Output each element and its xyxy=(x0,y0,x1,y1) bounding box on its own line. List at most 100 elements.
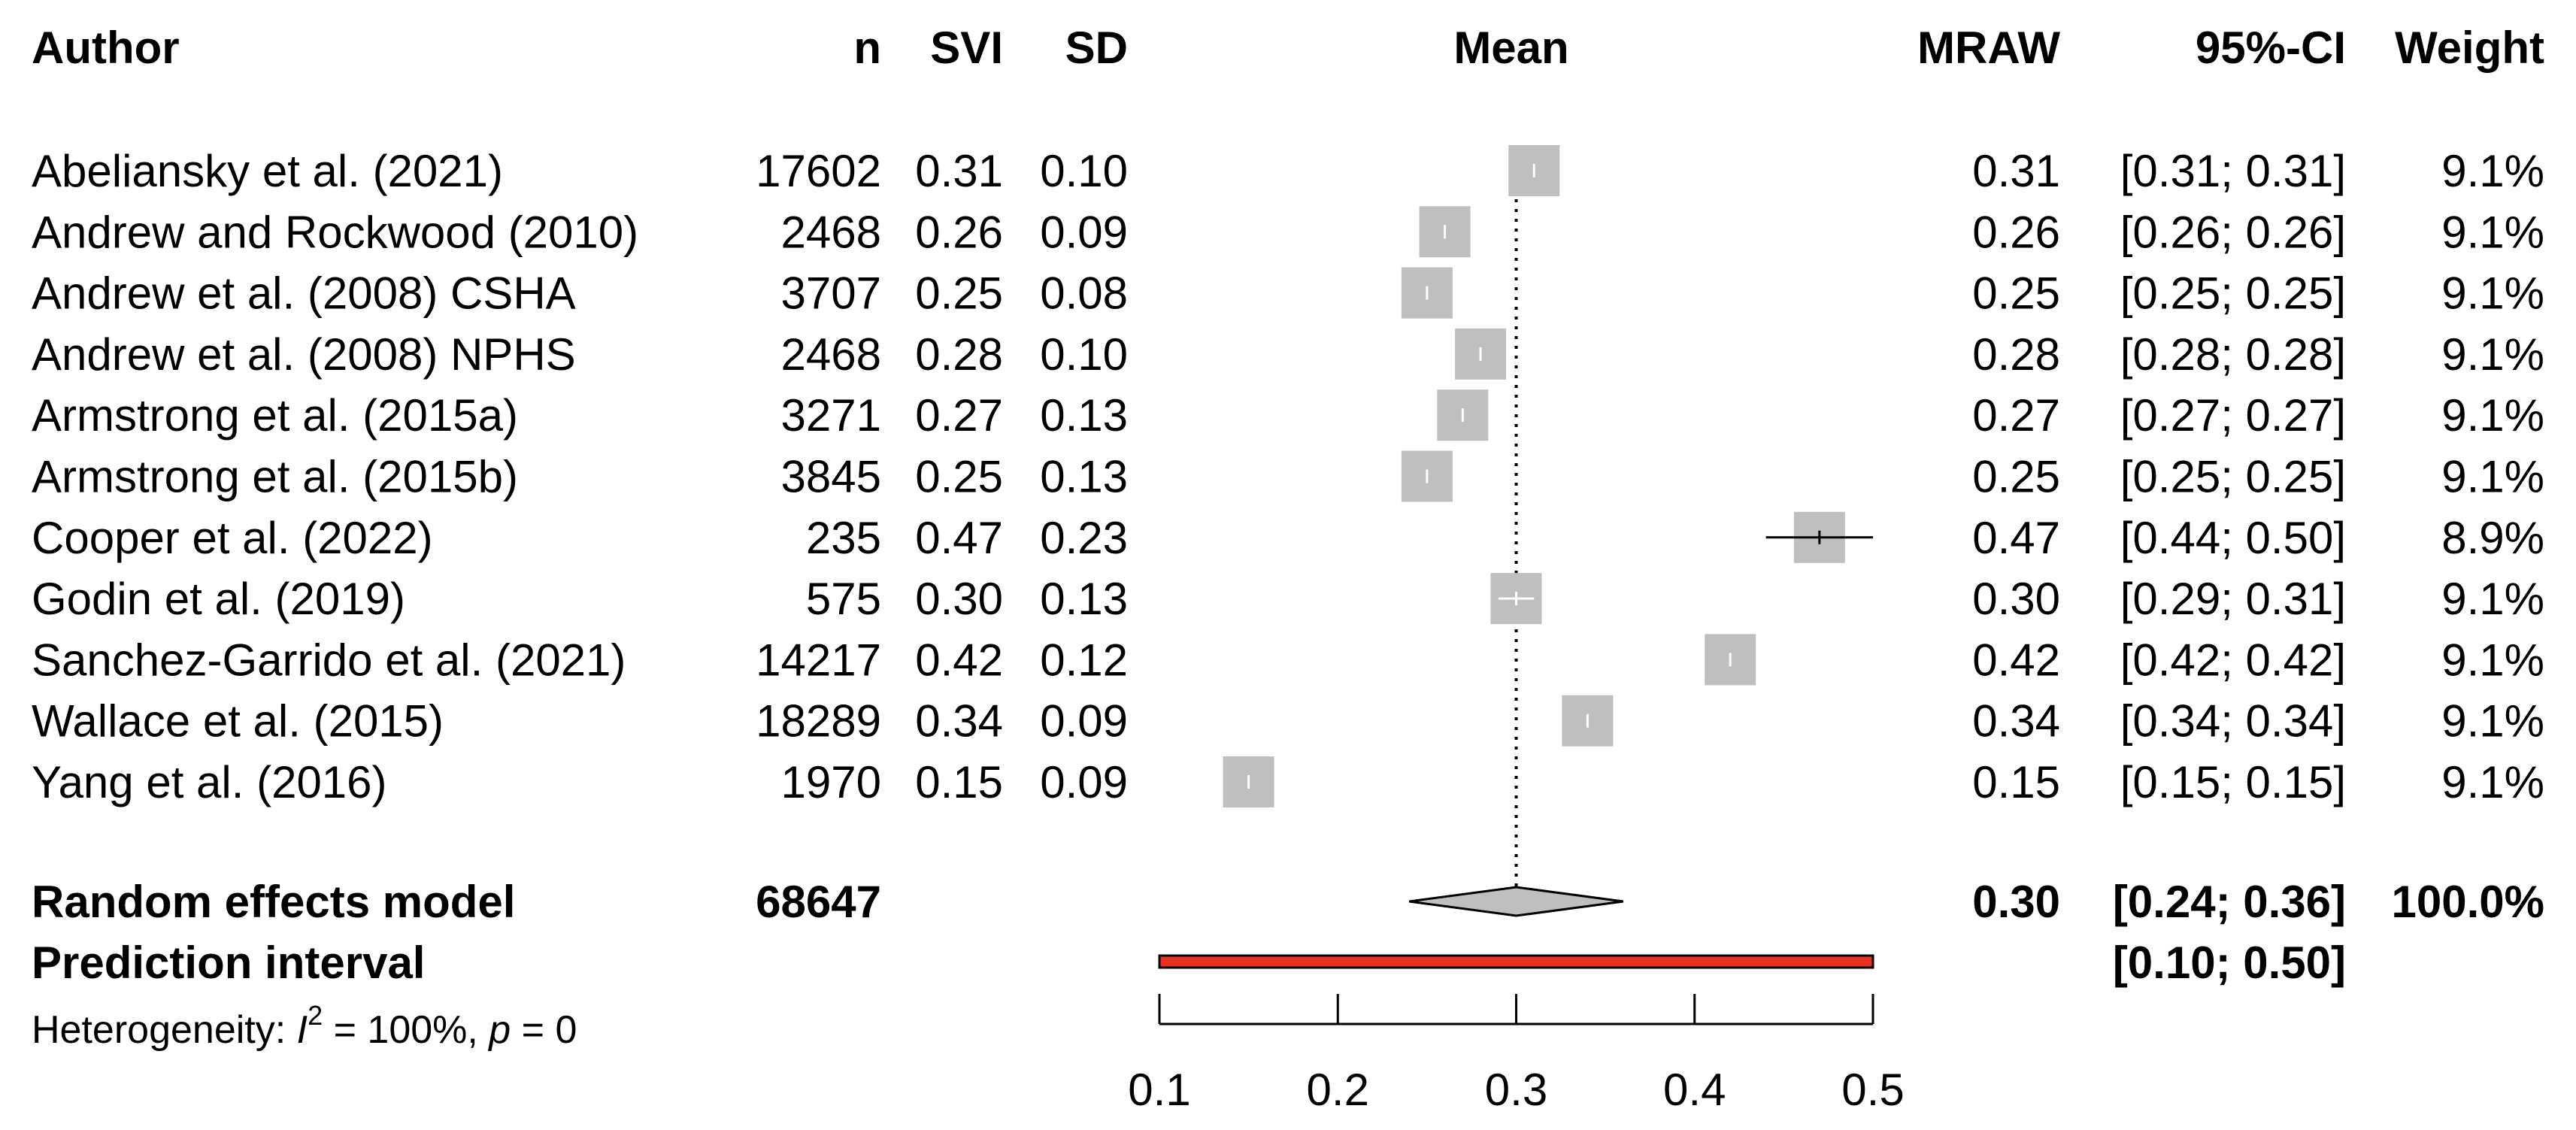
x-axis: 0.1 0.2 0.3 0.4 0.5 xyxy=(1128,994,1905,1115)
study-weight: 9.1% xyxy=(2441,207,2544,257)
study-mraw: 0.34 xyxy=(1972,696,2060,747)
study-ci: [0.42; 0.42] xyxy=(2120,635,2346,685)
study-n: 575 xyxy=(806,574,881,624)
study-ci: [0.25; 0.25] xyxy=(2120,452,2346,502)
study-row: Andrew and Rockwood (2010) 2468 0.26 0.09 0.… xyxy=(32,206,2544,258)
prediction-interval-bar xyxy=(1158,954,1874,969)
prediction-label: Prediction interval xyxy=(32,938,425,988)
study-author: Godin et al. (2019) xyxy=(32,574,405,624)
heterogeneity-i-value: = 100%, xyxy=(323,1008,489,1052)
header-svi: SVI xyxy=(930,23,1003,73)
header-author: Author xyxy=(32,23,180,73)
study-svi: 0.25 xyxy=(915,268,1003,319)
header-sd: SD xyxy=(1065,23,1128,73)
study-svi: 0.31 xyxy=(915,146,1003,196)
heterogeneity-p-value: = 0 xyxy=(511,1008,577,1052)
study-ci: [0.28; 0.28] xyxy=(2120,329,2346,380)
study-n: 14217 xyxy=(756,635,881,685)
study-svi: 0.42 xyxy=(915,635,1003,685)
study-n: 18289 xyxy=(756,696,881,747)
study-mraw: 0.31 xyxy=(1972,146,2060,196)
header-weight: Weight xyxy=(2395,23,2544,73)
study-weight: 8.9% xyxy=(2441,513,2544,563)
study-n: 1970 xyxy=(781,757,881,807)
study-rows: Abeliansky et al. (2021) 17602 0.31 0.10 0.3… xyxy=(32,145,2544,807)
prediction-ci: [0.10; 0.50] xyxy=(2113,938,2346,988)
study-n: 3271 xyxy=(781,390,881,441)
study-ci: [0.15; 0.15] xyxy=(2120,757,2346,807)
study-weight: 9.1% xyxy=(2441,574,2544,624)
study-sd: 0.08 xyxy=(1040,268,1128,319)
study-row: Andrew et al. (2008) NPHS 2468 0.28 0.10 0.2… xyxy=(32,328,2544,380)
study-svi: 0.47 xyxy=(915,513,1003,563)
study-svi: 0.26 xyxy=(915,207,1003,257)
header-mraw: MRAW xyxy=(1917,23,2060,73)
study-weight: 9.1% xyxy=(2441,757,2544,807)
header-row: Author n SVI SD Mean MRAW 95%-CI Weight xyxy=(32,23,2544,73)
pooled-row: Random effects model 68647 0.30 [0.24; 0… xyxy=(32,877,2544,927)
study-author: Wallace et al. (2015) xyxy=(32,696,444,747)
study-sd: 0.13 xyxy=(1040,574,1128,624)
study-author: Andrew et al. (2008) CSHA xyxy=(32,268,576,319)
study-n: 2468 xyxy=(781,329,881,380)
study-sd: 0.12 xyxy=(1040,635,1128,685)
header-ci: 95%-CI xyxy=(2196,23,2346,73)
study-row: Armstrong et al. (2015a) 3271 0.27 0.13 0.27… xyxy=(32,389,2544,441)
x-tick-label: 0.2 xyxy=(1307,1065,1369,1115)
study-row: Wallace et al. (2015) 18289 0.34 0.09 0.34 [0… xyxy=(32,695,2544,747)
study-ci: [0.29; 0.31] xyxy=(2120,574,2346,624)
study-mraw: 0.28 xyxy=(1972,329,2060,380)
heterogeneity-i-sup: 2 xyxy=(308,1000,323,1031)
header-mean: Mean xyxy=(1453,23,1568,73)
pooled-diamond xyxy=(1408,886,1624,917)
study-sd: 0.09 xyxy=(1040,696,1128,747)
study-row: Andrew et al. (2008) CSHA 3707 0.25 0.08 0.2… xyxy=(32,267,2544,319)
study-ci: [0.27; 0.27] xyxy=(2120,390,2346,441)
study-svi: 0.15 xyxy=(915,757,1003,807)
study-mraw: 0.42 xyxy=(1972,635,2060,685)
study-mraw: 0.47 xyxy=(1972,513,2060,563)
study-svi: 0.27 xyxy=(915,390,1003,441)
study-svi: 0.34 xyxy=(915,696,1003,747)
study-weight: 9.1% xyxy=(2441,635,2544,685)
study-sd: 0.09 xyxy=(1040,757,1128,807)
study-svi: 0.30 xyxy=(915,574,1003,624)
study-mraw: 0.25 xyxy=(1972,452,2060,502)
study-author: Cooper et al. (2022) xyxy=(32,513,433,563)
study-mraw: 0.30 xyxy=(1972,574,2060,624)
header-n: n xyxy=(853,23,881,73)
study-n: 3845 xyxy=(781,452,881,502)
pooled-ci: [0.24; 0.36] xyxy=(2113,877,2346,927)
study-sd: 0.23 xyxy=(1040,513,1128,563)
study-row: Godin et al. (2019) 575 0.30 0.13 0.30 [0.29;… xyxy=(32,573,2544,625)
study-n: 235 xyxy=(806,513,881,563)
pooled-n: 68647 xyxy=(756,877,881,927)
study-sd: 0.13 xyxy=(1040,452,1128,502)
study-row: Armstrong et al. (2015b) 3845 0.25 0.13 0.25… xyxy=(32,450,2544,502)
study-svi: 0.25 xyxy=(915,452,1003,502)
prediction-row: Prediction interval [0.10; 0.50] xyxy=(32,938,2346,988)
study-svi: 0.28 xyxy=(915,329,1003,380)
pooled-weight: 100.0% xyxy=(2392,877,2545,927)
heterogeneity-prefix: Heterogeneity: xyxy=(32,1008,297,1052)
study-author: Andrew et al. (2008) NPHS xyxy=(32,329,576,380)
study-weight: 9.1% xyxy=(2441,146,2544,196)
study-row: Sanchez-Garrido et al. (2021) 14217 0.42 0.… xyxy=(32,634,2544,686)
study-ci: [0.34; 0.34] xyxy=(2120,696,2346,747)
heterogeneity-i-symbol: I xyxy=(297,1008,308,1052)
study-mraw: 0.27 xyxy=(1972,390,2060,441)
study-ci: [0.44; 0.50] xyxy=(2120,513,2346,563)
study-author: Andrew and Rockwood (2010) xyxy=(32,207,638,257)
study-sd: 0.13 xyxy=(1040,390,1128,441)
study-ci: [0.31; 0.31] xyxy=(2120,146,2346,196)
x-tick-label: 0.1 xyxy=(1128,1065,1190,1115)
study-weight: 9.1% xyxy=(2441,452,2544,502)
x-tick-label: 0.5 xyxy=(1841,1065,1904,1115)
study-row: Abeliansky et al. (2021) 17602 0.31 0.10 0.3… xyxy=(32,145,2544,196)
study-weight: 9.1% xyxy=(2441,329,2544,380)
study-mraw: 0.25 xyxy=(1972,268,2060,319)
study-sd: 0.09 xyxy=(1040,207,1128,257)
pooled-label: Random effects model xyxy=(32,877,515,927)
study-author: Armstrong et al. (2015b) xyxy=(32,452,518,502)
